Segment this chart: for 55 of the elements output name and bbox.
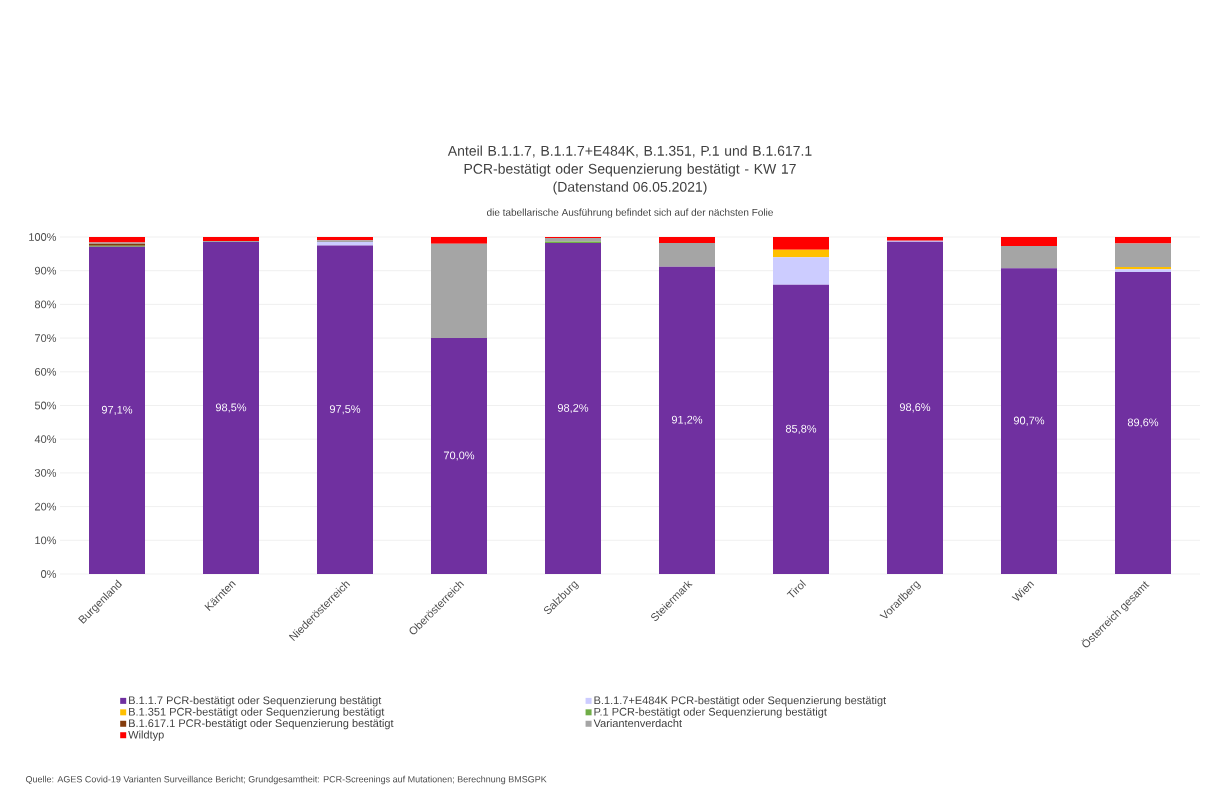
- bar: [545, 243, 601, 574]
- bar: [1001, 246, 1057, 269]
- data-label: 98,2%: [557, 403, 589, 414]
- data-label: 89,6%: [1127, 418, 1159, 428]
- bar: [203, 237, 259, 242]
- data-label: 90,7%: [1013, 416, 1045, 426]
- y-tick-label: 60%: [35, 367, 57, 376]
- bar: [1115, 237, 1171, 244]
- bar: [431, 338, 487, 574]
- bar: [89, 246, 145, 574]
- bar: [317, 245, 373, 574]
- data-label: 98,6%: [899, 403, 931, 413]
- chart-title: Anteil B.1.1.7, B.1.1.7+E484K, B.1.351, P.1 und B.1.617.1 PCR-bestätigt oder Sequenzierung bestätigt - KW 17: [447, 145, 812, 177]
- source-note: Quelle: AGES Covid-19 Varianten Surveillance Bericht; Grundgesamtheit: PCR-Screenings auf Mutationen; Berechnung BMSGPK: [25, 775, 547, 785]
- bar: [773, 237, 829, 250]
- legend-label: B.1.617.1 PCR-bestätigt oder Sequenzierung bestätigt: [129, 719, 394, 730]
- text: die tabellarische Ausführung befindet sich auf der nächsten Folie: [487, 208, 773, 218]
- y-tick-label: 50%: [34, 401, 57, 410]
- legend-label: B.1.1.7 PCR-bestätigt oder Sequenzierung bestätigt: [129, 696, 382, 707]
- bar: [203, 242, 259, 574]
- bar: [773, 249, 829, 258]
- data-label: 91,2%: [671, 415, 703, 425]
- y-tick-label: 90%: [34, 266, 57, 275]
- data-label: 85,8%: [785, 424, 817, 434]
- bar: [1001, 268, 1057, 574]
- bar: [1001, 237, 1057, 247]
- bar: [773, 284, 829, 574]
- data-label: 98,5%: [215, 403, 247, 413]
- data-label: 97,1%: [101, 405, 133, 415]
- y-tick-label: 10%: [35, 536, 57, 545]
- bar: [431, 243, 487, 339]
- bar: [1115, 272, 1171, 574]
- bar: [431, 237, 487, 244]
- y-tick-label: 20%: [35, 502, 57, 511]
- bar: [659, 237, 715, 244]
- bar: [1115, 243, 1171, 267]
- bar: [659, 266, 715, 574]
- chart-subtitle: (Datenstand 06.05.2021): [553, 181, 707, 195]
- y-tick-label: 0%: [41, 570, 57, 578]
- legend-label: B.1.1.7+E484K PCR-bestätigt oder Sequenzierung bestätigt: [594, 696, 887, 707]
- y-tick-label: 100%: [29, 233, 57, 241]
- bar: [887, 241, 943, 574]
- data-label: 70,0%: [443, 451, 475, 461]
- legend-label: Wildtyp: [128, 730, 164, 741]
- bar: [773, 257, 829, 285]
- legend-label: Variantenverdacht: [593, 719, 682, 728]
- legend-label: B.1.351 PCR-bestätigt oder Sequenzierung bestätigt: [129, 707, 385, 718]
- y-tick-label: 70%: [35, 334, 57, 342]
- y-tick-label: 40%: [34, 435, 57, 444]
- bar: [659, 243, 715, 267]
- bar: [89, 237, 145, 243]
- y-tick-label: 30%: [34, 469, 57, 477]
- y-tick-label: 80%: [34, 300, 57, 309]
- data-label: 97,5%: [329, 405, 361, 415]
- legend-label: P.1 PCR-bestätigt oder Sequenzierung bestätigt: [594, 707, 827, 718]
